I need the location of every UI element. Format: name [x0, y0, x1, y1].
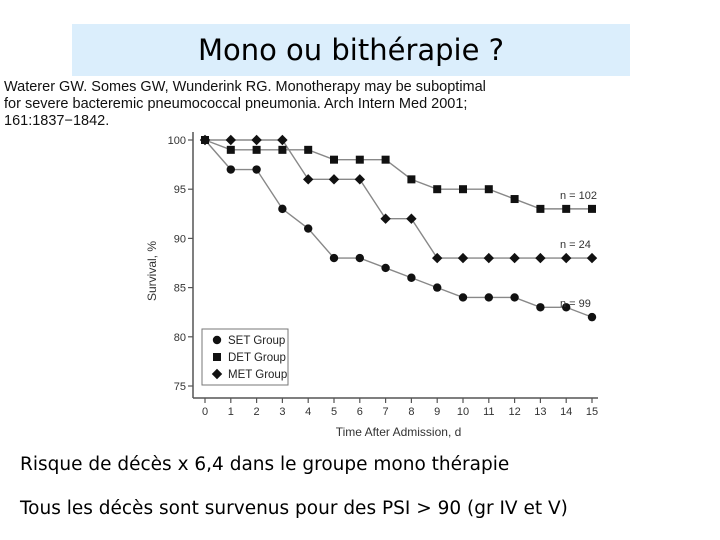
point-square	[433, 185, 442, 194]
series-line-circle	[204, 139, 593, 318]
point-diamond	[509, 252, 520, 264]
point-diamond	[328, 174, 340, 185]
x-tick-label: 7	[383, 406, 389, 418]
x-tick-label: 14	[560, 406, 572, 418]
x-tick-label: 3	[279, 406, 285, 418]
point-diamond	[406, 213, 417, 224]
series-line-diamond	[205, 139, 592, 259]
point-circle	[329, 253, 339, 263]
y-tick-label: 85	[174, 283, 186, 295]
point-circle	[510, 293, 519, 302]
point-circle	[304, 224, 313, 233]
end-label-square: n = 102	[560, 190, 597, 202]
y-tick-label: 100	[168, 135, 186, 147]
x-tick-label: 1	[228, 406, 234, 418]
x-tick-label: 13	[534, 406, 546, 418]
x-tick-label: 5	[331, 406, 337, 418]
point-circle	[407, 273, 416, 282]
point-square	[381, 155, 390, 164]
point-square	[226, 145, 235, 154]
legend-label-circle: SET Group	[228, 335, 285, 347]
x-tick-label: 15	[586, 406, 598, 418]
citation-line-1: Waterer GW. Somes GW, Wunderink RG. Mono…	[4, 79, 486, 95]
legend-marker-square	[213, 353, 221, 361]
point-diamond	[277, 134, 288, 146]
point-diamond	[432, 252, 443, 264]
citation-line-2: for severe bacteremic pneumococcal pneum…	[4, 96, 468, 112]
x-tick-label: 8	[408, 406, 414, 418]
point-square	[588, 204, 596, 213]
point-square	[304, 145, 313, 154]
x-tick-label: 4	[305, 406, 311, 418]
point-diamond	[354, 174, 365, 185]
point-circle	[484, 293, 493, 302]
finding-text-1: Risque de décès x 6,4 dans le groupe mon…	[20, 454, 510, 475]
point-diamond	[561, 252, 572, 264]
point-circle	[226, 165, 235, 174]
point-square	[407, 175, 416, 184]
point-diamond	[380, 213, 391, 224]
y-tick-label: 75	[174, 381, 186, 393]
point-circle	[562, 303, 571, 312]
slide-title-text: Mono ou bithérapie ?	[197, 33, 505, 67]
x-tick-label: 6	[357, 406, 363, 418]
point-circle	[587, 312, 597, 322]
point-circle	[278, 204, 287, 214]
legend-label-square: DET Group	[228, 352, 286, 364]
point-circle	[355, 253, 364, 263]
x-tick-label: 0	[202, 406, 208, 418]
point-circle	[381, 263, 390, 273]
point-diamond	[251, 134, 262, 146]
chart-markers	[199, 134, 598, 322]
point-circle	[458, 293, 468, 302]
x-tick-label: 9	[434, 406, 440, 418]
point-square	[252, 145, 261, 154]
point-circle	[433, 283, 442, 292]
legend-label-diamond: MET Group	[228, 369, 287, 381]
series-line-square	[204, 139, 592, 210]
point-square	[536, 204, 545, 213]
end-label-diamond: n = 24	[560, 239, 591, 251]
y-axis-title: Survival, %	[145, 241, 159, 301]
y-tick-label: 95	[174, 184, 186, 196]
point-diamond	[199, 134, 211, 146]
x-tick-label: 11	[483, 406, 494, 418]
chart-legend: SET Group DET Group MET Group	[201, 328, 289, 386]
point-square	[355, 155, 364, 164]
point-square	[484, 185, 493, 194]
x-tick-label: 12	[508, 406, 520, 418]
legend-marker-diamond	[211, 368, 223, 380]
legend-marker-circle	[212, 335, 222, 345]
point-diamond	[457, 252, 469, 264]
point-square	[459, 185, 467, 194]
y-tick-label: 80	[174, 332, 186, 344]
citation-line-3: 161:1837−1842.	[4, 113, 110, 129]
point-diamond	[483, 252, 494, 264]
finding-text-2: Tous les décès sont survenus pour des PS…	[20, 498, 568, 519]
chart-end-labels: n = 99 n = 102 n = 24	[560, 190, 597, 310]
chart-lines	[204, 139, 593, 318]
citation: Waterer GW. Somes GW, Wunderink RG. Mono…	[4, 79, 524, 130]
point-circle	[252, 165, 261, 174]
point-diamond	[303, 174, 314, 185]
point-square	[510, 195, 519, 204]
point-circle	[536, 303, 545, 312]
x-tick-label: 10	[457, 406, 469, 418]
slide-title: Mono ou bithérapie ?	[72, 24, 630, 76]
end-label-circle: n = 99	[560, 298, 591, 310]
x-tick-label: 2	[254, 406, 260, 418]
point-diamond	[586, 252, 598, 264]
point-diamond	[225, 134, 236, 146]
point-square	[278, 145, 287, 154]
point-diamond	[535, 252, 546, 264]
point-square	[330, 155, 338, 164]
x-axis-title: Time After Admission, d	[336, 425, 462, 439]
point-square	[562, 204, 571, 213]
y-tick-label: 90	[174, 233, 186, 245]
